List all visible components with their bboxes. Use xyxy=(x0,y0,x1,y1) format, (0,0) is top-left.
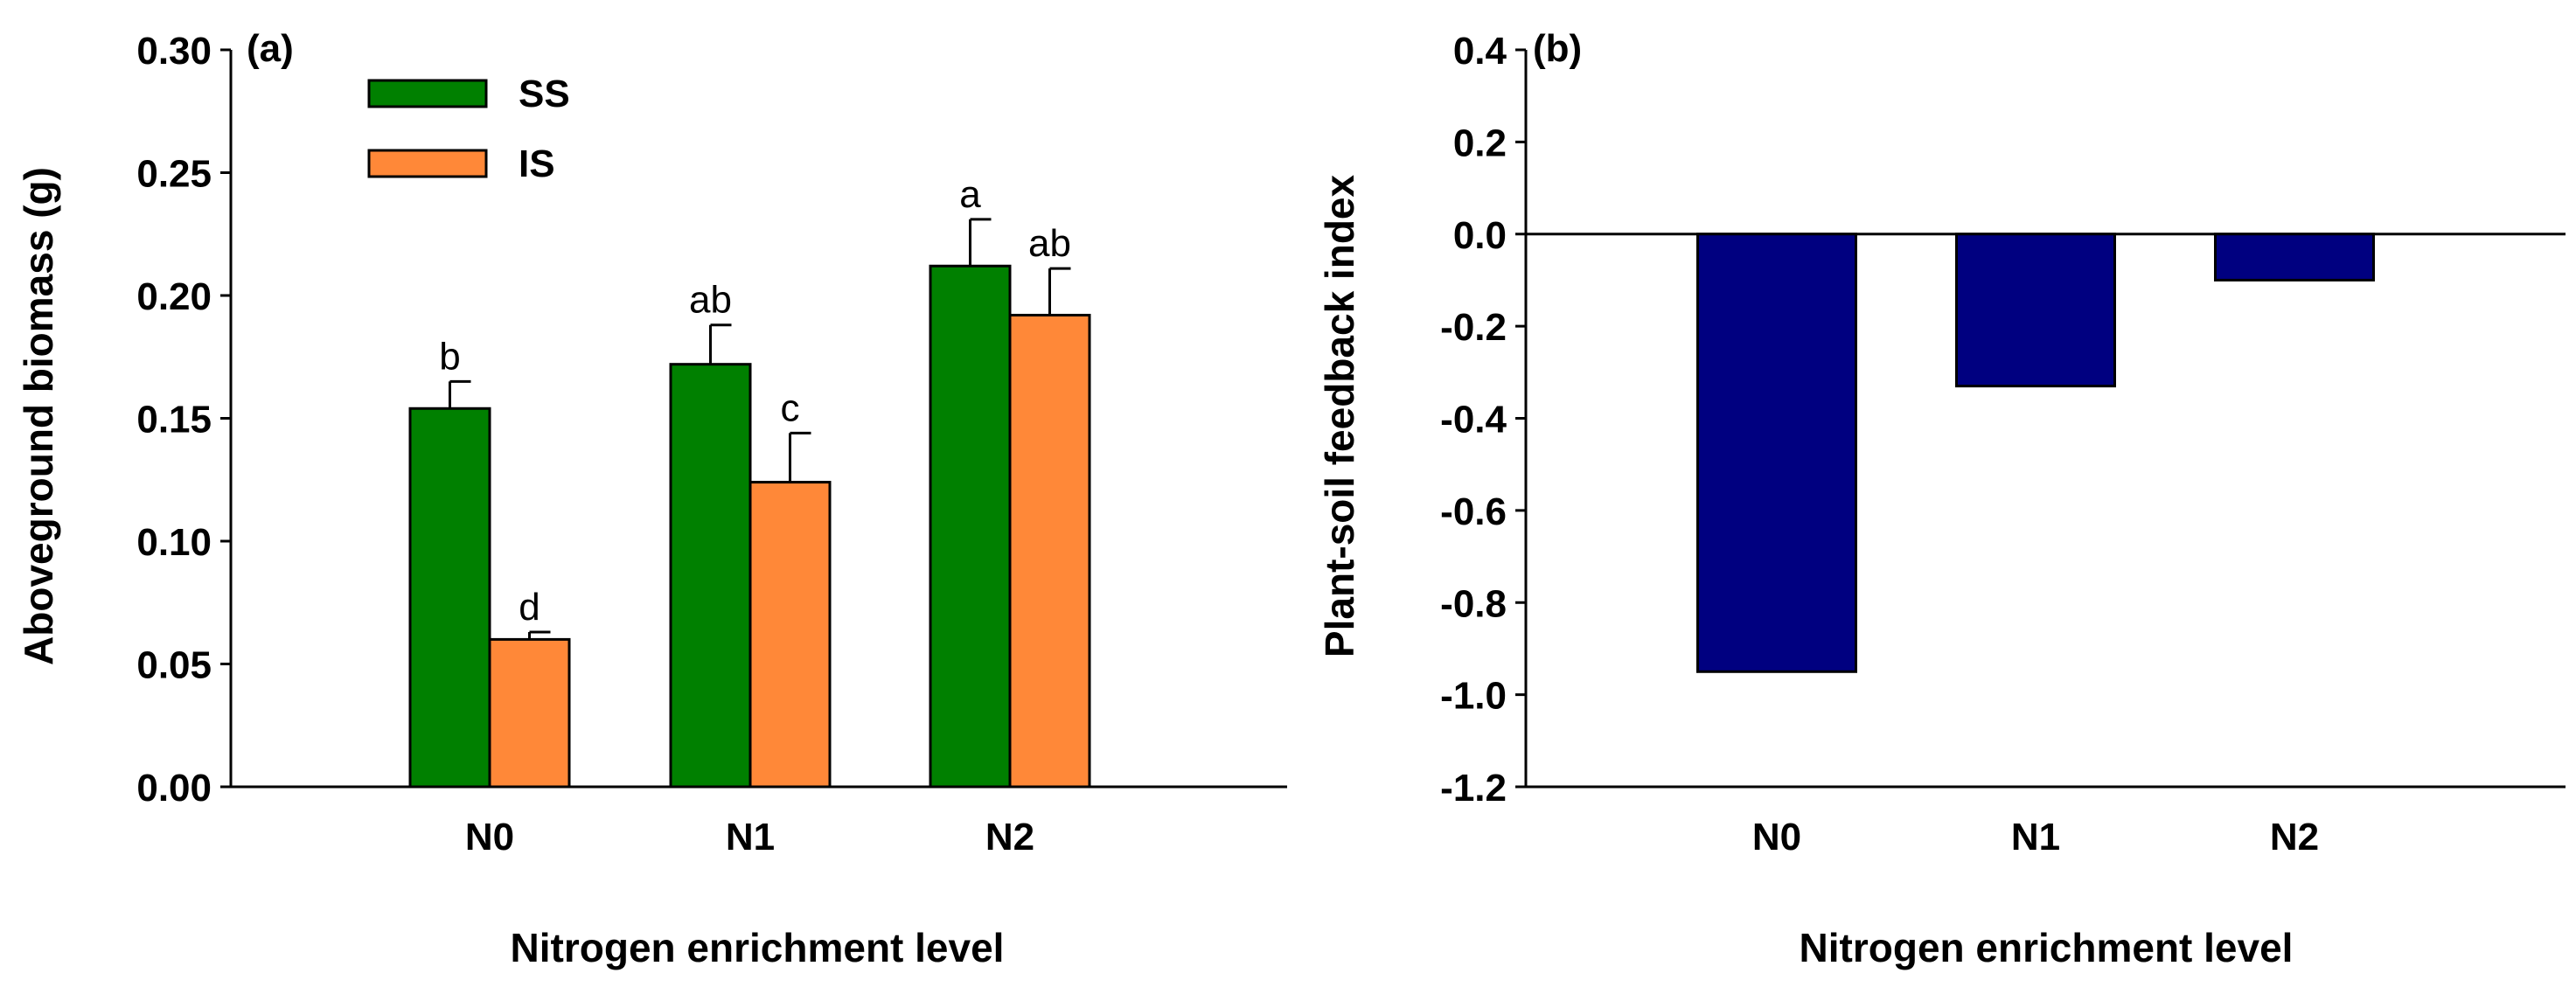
a-y-tick-label: 0.00 xyxy=(136,767,212,810)
bar-is-n2 xyxy=(1008,313,1091,789)
b-y-tick-label: -0.6 xyxy=(1440,490,1507,533)
a-y-tick-label: 0.25 xyxy=(136,153,212,196)
b-x-tick-label: N1 xyxy=(2011,816,2060,858)
b-y-tick-label: -1.0 xyxy=(1440,675,1507,718)
significance-letter-ss-n0: b xyxy=(439,335,460,378)
panel-a-label: (a) xyxy=(247,27,294,70)
a-y-tick-label: 0.05 xyxy=(136,644,212,687)
b-y-tick-label: 0.0 xyxy=(1453,214,1507,257)
bar-feedback-n0 xyxy=(1696,233,1857,673)
panel-a-y-axis-title: Aboveground biomass (g) xyxy=(16,167,61,665)
bar-ss-n1 xyxy=(669,363,752,789)
panel-a-x-axis-title: Nitrogen enrichment level xyxy=(511,925,1005,970)
b-y-tick-label: -0.8 xyxy=(1440,582,1507,625)
panel-b-y-axis-title: Plant-soil feedback index xyxy=(1317,175,1362,658)
a-x-tick-label: N1 xyxy=(726,816,775,858)
bar-feedback-n1 xyxy=(1955,233,2116,388)
b-y-tick-label: -0.2 xyxy=(1440,306,1507,349)
b-y-tick-label: 0.4 xyxy=(1453,30,1507,73)
a-y-tick-label: 0.10 xyxy=(136,521,212,564)
panel-a-legend: SS IS xyxy=(367,73,570,185)
bar-is-n1 xyxy=(748,481,832,789)
a-x-tick-label: N0 xyxy=(465,816,514,858)
b-y-tick-label: -0.4 xyxy=(1440,399,1507,441)
panel-b-feedback-chart: (b) Plant-soil feedback index Nitrogen e… xyxy=(1317,27,2566,970)
significance-letter-is-n1: c xyxy=(781,386,800,429)
legend-swatch-ss xyxy=(367,79,488,108)
a-y-tick-label: 0.20 xyxy=(136,275,212,318)
legend-label-ss: SS xyxy=(519,73,570,115)
panel-a-biomass-chart: (a) Aboveground biomass (g) Nitrogen enr… xyxy=(16,27,1287,970)
bar-is-n0 xyxy=(488,637,571,789)
legend-swatch-is xyxy=(367,149,488,178)
panel-b-x-axis-title: Nitrogen enrichment level xyxy=(1800,925,2294,970)
b-x-tick-label: N2 xyxy=(2270,816,2319,858)
bar-feedback-n2 xyxy=(2214,233,2375,282)
significance-letter-is-n2: ab xyxy=(1028,222,1071,265)
a-x-tick-label: N2 xyxy=(985,816,1034,858)
b-y-tick-label: 0.2 xyxy=(1453,122,1507,164)
bar-ss-n0 xyxy=(408,407,491,789)
significance-letter-ss-n2: a xyxy=(959,173,981,216)
panel-b-label: (b) xyxy=(1533,27,1582,70)
b-x-tick-label: N0 xyxy=(1752,816,1801,858)
a-y-tick-label: 0.15 xyxy=(136,399,212,441)
significance-letter-is-n0: d xyxy=(519,586,540,629)
a-y-tick-label: 0.30 xyxy=(136,30,212,73)
bar-ss-n2 xyxy=(929,264,1012,789)
b-y-tick-label: -1.2 xyxy=(1440,767,1507,810)
significance-letter-ss-n1: ab xyxy=(689,279,732,322)
legend-label-is: IS xyxy=(519,142,555,185)
